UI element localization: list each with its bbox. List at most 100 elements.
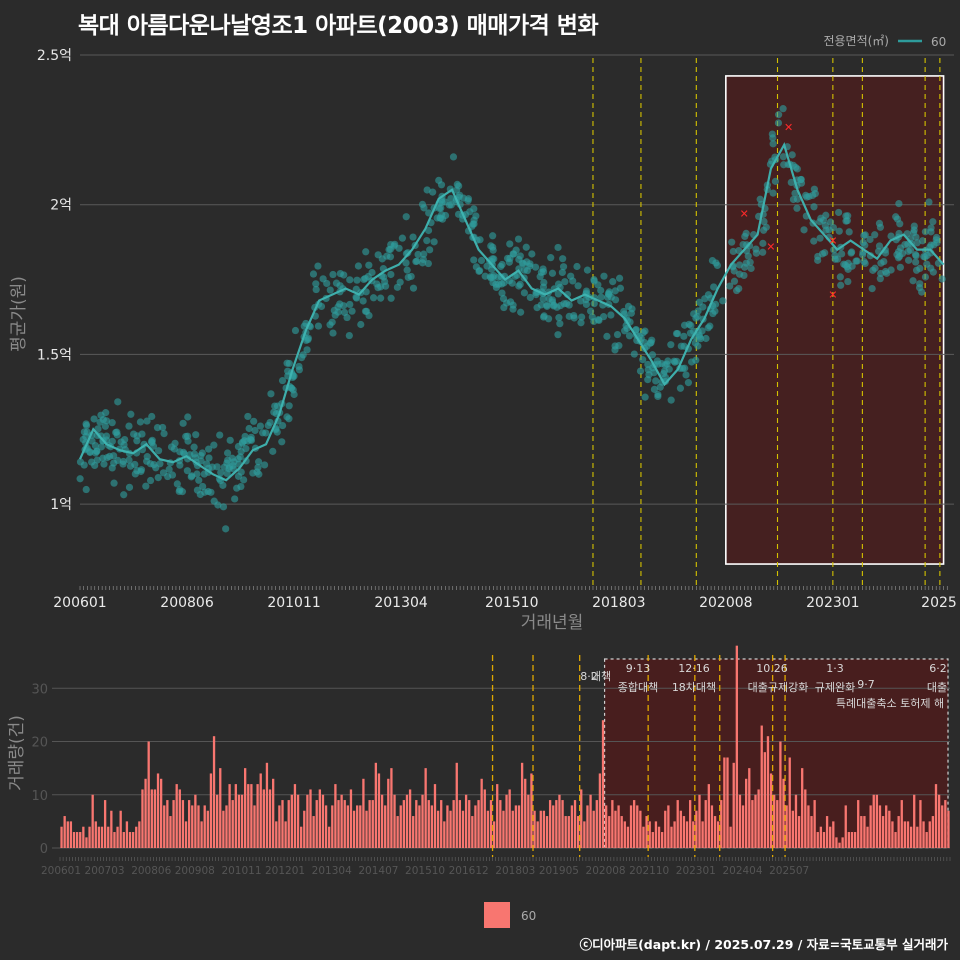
volume-bar	[636, 805, 639, 848]
volume-bar	[63, 816, 66, 848]
price-point	[611, 296, 620, 304]
policy-annotation-date: 9·7	[857, 678, 875, 691]
price-point	[489, 232, 497, 240]
price-point	[244, 412, 252, 421]
volume-bar	[698, 794, 701, 848]
volume-bar	[586, 805, 589, 848]
price-axes: 1억 1.5억 2억 2.5억 200601 200806 201011 201304 2015…	[9, 48, 957, 633]
price-point	[426, 246, 434, 254]
volume-bar	[212, 736, 216, 848]
highlight-box-top	[725, 75, 945, 565]
volume-bar	[664, 810, 667, 848]
volume-y-axis-title: 거래량(건)	[7, 715, 27, 791]
price-point	[537, 301, 545, 309]
price-x-tick-label: 202301	[806, 595, 859, 611]
price-point	[887, 232, 895, 240]
volume-bar	[492, 821, 496, 848]
volume-bar	[757, 789, 760, 848]
volume-bar	[667, 805, 670, 848]
price-point	[895, 200, 903, 208]
price-point	[348, 307, 356, 315]
volume-bar	[368, 800, 371, 848]
volume-bar	[797, 816, 801, 848]
price-point	[730, 267, 738, 275]
volume-bar	[760, 725, 763, 848]
price-legend-label: 60	[931, 35, 946, 49]
volume-bar	[548, 800, 552, 848]
price-point	[904, 247, 912, 255]
price-point	[574, 282, 582, 290]
price-point	[407, 272, 415, 281]
price-point	[454, 210, 463, 218]
price-point	[477, 256, 486, 265]
price-point	[210, 441, 218, 449]
price-point	[269, 447, 277, 455]
volume-bar	[82, 826, 85, 848]
price-point	[688, 358, 696, 366]
price-point	[686, 329, 695, 337]
volume-bar	[150, 789, 153, 848]
price-point	[523, 266, 531, 275]
price-y-axis-title: 평균가(원)	[9, 276, 29, 352]
price-point	[336, 270, 344, 278]
price-point	[114, 456, 122, 465]
volume-bar	[387, 778, 390, 848]
volume-x-tick-label: 202008	[586, 865, 626, 877]
price-point	[340, 308, 349, 317]
price-point	[925, 198, 933, 206]
price-point	[283, 359, 291, 367]
volume-bar	[869, 805, 872, 848]
price-point	[424, 259, 432, 268]
price-point	[273, 428, 281, 436]
price-point	[528, 250, 536, 258]
price-point	[929, 218, 937, 226]
volume-bar	[769, 773, 773, 848]
price-point	[402, 259, 410, 267]
price-point	[814, 256, 822, 264]
price-point	[127, 410, 135, 418]
price-point	[760, 217, 768, 226]
policy-annotation-date: 9·13	[626, 662, 651, 675]
volume-bar	[841, 837, 844, 848]
policy-annotation-label: 대출규제강화	[748, 681, 809, 694]
price-point	[205, 454, 213, 462]
volume-bar	[875, 794, 879, 848]
price-point	[710, 283, 718, 291]
price-point	[780, 161, 788, 169]
policy-annotation-date: 8·2	[580, 670, 598, 683]
price-point	[291, 326, 300, 335]
volume-bar	[903, 821, 907, 848]
price-point	[255, 470, 263, 478]
volume-bar	[542, 810, 546, 848]
price-y-tick-label: 1.5억	[37, 347, 72, 363]
price-point	[500, 303, 508, 312]
volume-bar	[726, 757, 729, 848]
volume-bar	[751, 800, 754, 848]
volume-bar	[850, 832, 854, 848]
volume-bar	[604, 805, 608, 848]
price-point	[133, 437, 141, 445]
price-point	[775, 111, 783, 119]
price-point	[539, 295, 547, 303]
volume-bar	[810, 816, 813, 848]
price-point	[875, 242, 884, 250]
price-point	[586, 307, 595, 315]
price-point	[398, 234, 407, 242]
price-point	[329, 329, 337, 337]
volume-bar	[458, 800, 462, 848]
price-point	[171, 439, 179, 447]
volume-bar	[169, 816, 172, 848]
price-point	[176, 486, 184, 494]
price-point	[245, 424, 253, 433]
volume-bar	[237, 794, 241, 848]
volume-bar	[116, 826, 119, 848]
volume-bar	[259, 773, 262, 848]
volume-bar	[573, 800, 577, 848]
price-point	[489, 246, 497, 254]
price-point	[810, 237, 818, 245]
volume-bar	[695, 810, 698, 848]
price-point	[334, 308, 342, 316]
volume-bar	[801, 768, 804, 848]
price-point	[630, 350, 638, 358]
volume-bar	[240, 794, 244, 848]
